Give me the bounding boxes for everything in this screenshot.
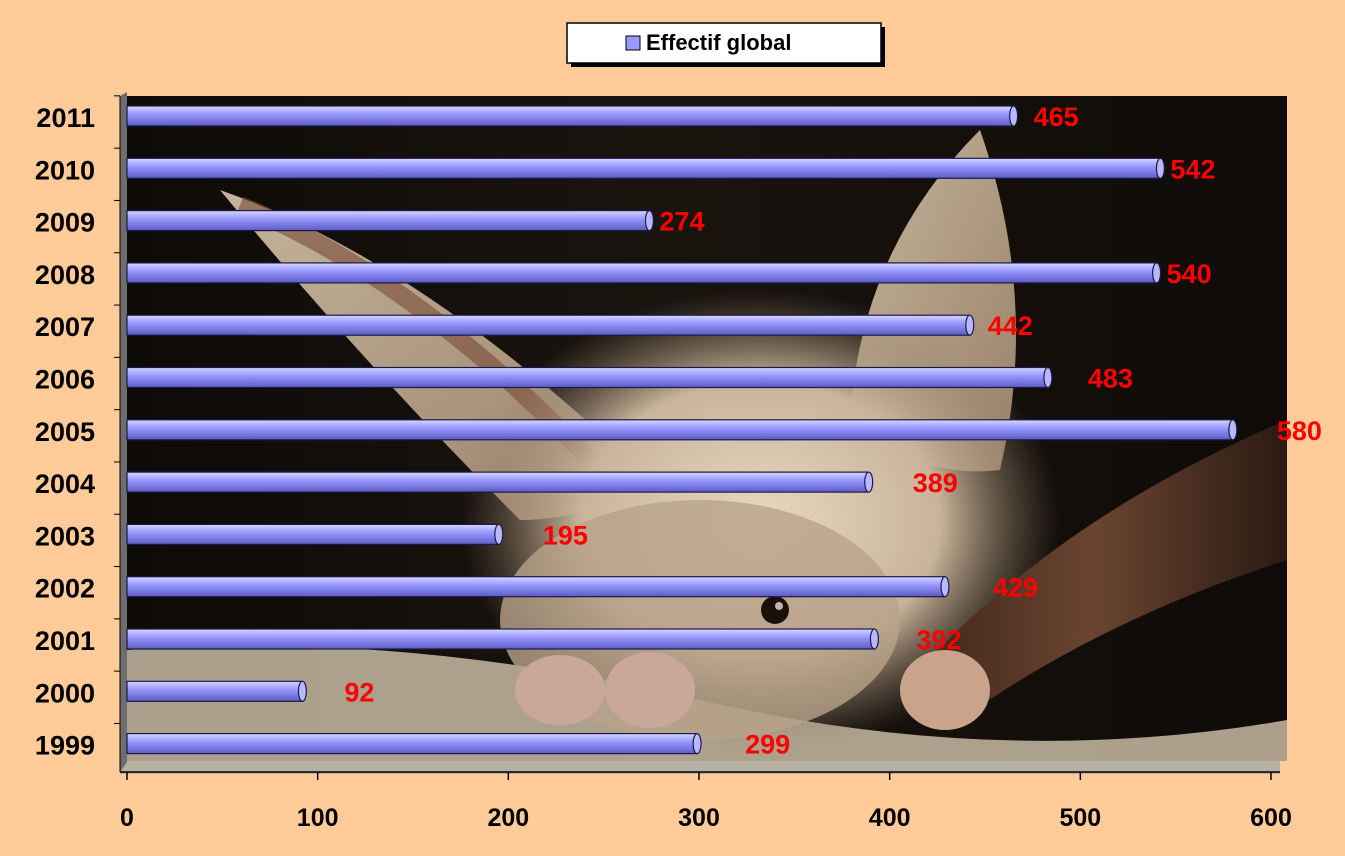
- data-label-2009: 274: [659, 207, 704, 237]
- data-label-2005: 580: [1277, 416, 1322, 446]
- x-tick-label-200: 200: [487, 804, 529, 832]
- bar-end-cap: [645, 211, 653, 231]
- bar-2007: [127, 315, 974, 335]
- x-tick-label-0: 0: [120, 804, 134, 832]
- y-tick-label-2009: 2009: [35, 208, 95, 238]
- bar-body: [127, 368, 1048, 388]
- bar-end-cap: [1153, 263, 1161, 283]
- data-label-1999: 299: [745, 730, 790, 760]
- bar-body: [127, 420, 1233, 440]
- y-tick-label-2007: 2007: [35, 312, 95, 342]
- legend: Effectif global: [567, 23, 885, 67]
- bar-end-cap: [941, 577, 949, 597]
- bar-2002: [127, 577, 949, 597]
- bar-2010: [127, 158, 1164, 178]
- bar-body: [127, 158, 1160, 178]
- bar-body: [127, 734, 697, 754]
- x-tick-label-500: 500: [1059, 804, 1101, 832]
- data-label-2001: 392: [916, 625, 961, 655]
- bar-body: [127, 472, 869, 492]
- data-label-2007: 442: [988, 311, 1033, 341]
- data-label-2006: 483: [1088, 364, 1133, 394]
- y-tick-label-2006: 2006: [35, 365, 95, 395]
- data-label-2008: 540: [1167, 259, 1212, 289]
- bar-body: [127, 681, 302, 701]
- plot-wall-side: [120, 92, 127, 772]
- bar-end-cap: [1044, 368, 1052, 388]
- bar-2001: [127, 629, 878, 649]
- bar-body: [127, 315, 970, 335]
- bar-2003: [127, 524, 503, 544]
- bar-end-cap: [1229, 420, 1237, 440]
- bar-1999: [127, 734, 701, 754]
- bar-end-cap: [495, 524, 503, 544]
- y-tick-label-1999: 1999: [35, 731, 95, 761]
- bar-body: [127, 524, 499, 544]
- data-label-2003: 195: [543, 520, 588, 550]
- data-label-2011: 465: [1034, 102, 1079, 132]
- legend-label: Effectif global: [646, 30, 791, 55]
- bar-body: [127, 106, 1014, 126]
- bar-end-cap: [966, 315, 974, 335]
- bar-2006: [127, 368, 1052, 388]
- y-tick-label-2010: 2010: [35, 155, 95, 185]
- y-tick-label-2001: 2001: [35, 626, 95, 656]
- bar-end-cap: [1156, 158, 1164, 178]
- data-label-2002: 429: [993, 573, 1038, 603]
- bar-2008: [127, 263, 1161, 283]
- bar-2000: [127, 681, 306, 701]
- y-tick-label-2008: 2008: [35, 260, 95, 290]
- bar-2004: [127, 472, 873, 492]
- bar-end-cap: [298, 681, 306, 701]
- y-tick-label-2000: 2000: [35, 678, 95, 708]
- bar-body: [127, 629, 874, 649]
- y-tick-label-2004: 2004: [35, 469, 95, 499]
- bar-2005: [127, 420, 1237, 440]
- data-label-2010: 542: [1170, 154, 1215, 184]
- x-tick-label-300: 300: [678, 804, 720, 832]
- bar-body: [127, 211, 649, 231]
- y-axis-labels: 1999 2000 2001 2002 2003 2004 2005 2006 2007 2008…: [35, 103, 95, 761]
- bar-2011: [127, 106, 1018, 126]
- bar-2009: [127, 211, 653, 231]
- y-tick-label-2002: 2002: [35, 574, 95, 604]
- x-tick-label-600: 600: [1250, 804, 1292, 832]
- data-label-2004: 389: [913, 468, 958, 498]
- y-tick-label-2005: 2005: [35, 417, 95, 447]
- bar-end-cap: [865, 472, 873, 492]
- bar-end-cap: [1010, 106, 1018, 126]
- x-tick-label-400: 400: [869, 804, 911, 832]
- legend-swatch: [626, 36, 640, 50]
- x-tick-label-100: 100: [297, 804, 339, 832]
- bar-end-cap: [870, 629, 878, 649]
- y-tick-label-2003: 2003: [35, 521, 95, 551]
- bar-body: [127, 577, 945, 597]
- bar-body: [127, 263, 1157, 283]
- y-tick-label-2011: 2011: [36, 103, 95, 133]
- x-axis-labels: 0 100 200 300 400 500 600: [120, 804, 1292, 832]
- data-label-2000: 92: [344, 677, 374, 707]
- bar-end-cap: [693, 734, 701, 754]
- y-axis-tick-marks: [114, 96, 120, 724]
